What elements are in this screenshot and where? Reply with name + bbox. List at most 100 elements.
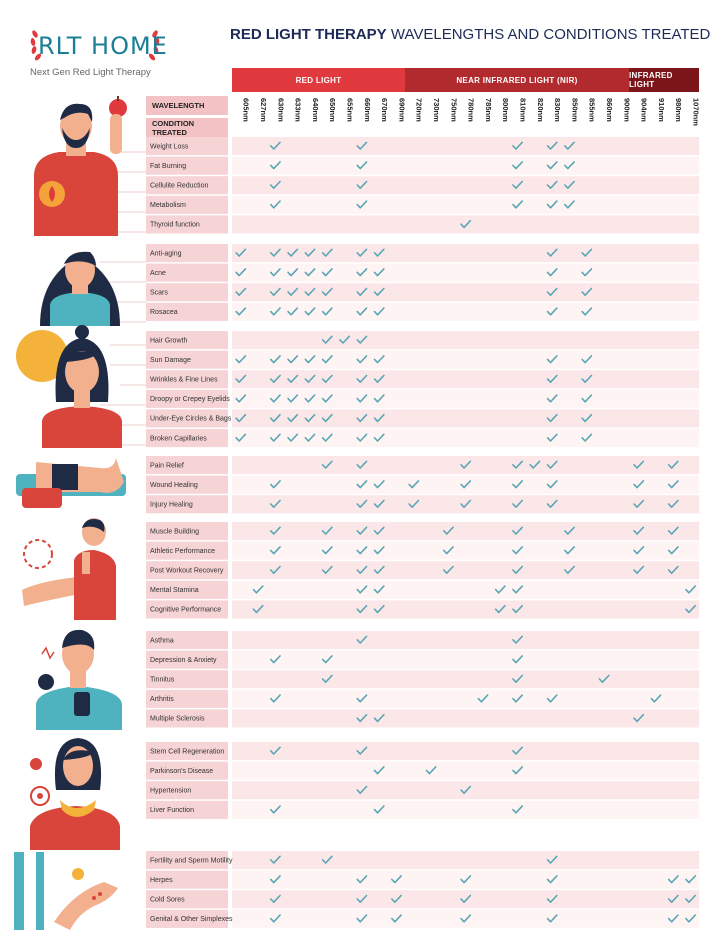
check-mark bbox=[373, 585, 385, 594]
wavelength-label: 640nm bbox=[311, 98, 320, 122]
check-mark bbox=[512, 180, 524, 189]
check-mark bbox=[373, 713, 385, 723]
check-mark bbox=[356, 480, 368, 489]
wavelength-label: 605nm bbox=[242, 98, 251, 122]
table-row bbox=[232, 541, 700, 560]
condition-label: Parkinson's Disease bbox=[150, 768, 213, 775]
table-row bbox=[232, 870, 700, 889]
brand-name: RLT HOME bbox=[38, 32, 168, 60]
check-mark bbox=[512, 766, 524, 775]
check-mark bbox=[512, 460, 524, 469]
wavelength-label: 630nm bbox=[276, 98, 285, 122]
condition-cell bbox=[146, 429, 228, 448]
check-mark bbox=[356, 499, 368, 508]
table-row bbox=[232, 761, 700, 780]
table-row bbox=[232, 389, 700, 408]
check-mark bbox=[269, 287, 281, 296]
check-mark bbox=[287, 287, 299, 296]
check-mark bbox=[269, 855, 281, 864]
check-mark bbox=[512, 499, 524, 508]
check-mark bbox=[321, 307, 333, 316]
check-mark bbox=[269, 161, 281, 170]
table-row bbox=[232, 409, 700, 428]
condition-cell bbox=[146, 541, 228, 560]
check-mark bbox=[512, 674, 524, 683]
check-mark bbox=[356, 413, 368, 423]
check-mark bbox=[287, 413, 299, 423]
table-row bbox=[232, 263, 700, 282]
condition-label: Hair Growth bbox=[150, 337, 187, 344]
check-mark bbox=[546, 161, 558, 170]
check-mark bbox=[304, 433, 316, 442]
check-mark bbox=[546, 480, 558, 489]
wavelength-label: 855nm bbox=[588, 98, 597, 122]
condition-label: Under-Eye Circles & Bags bbox=[150, 416, 232, 423]
condition-cell bbox=[146, 475, 228, 494]
condition-label: Rosacea bbox=[150, 309, 178, 316]
check-mark bbox=[269, 526, 281, 535]
table-row bbox=[232, 781, 700, 800]
wavelength-label: 720nm bbox=[415, 98, 424, 122]
check-mark bbox=[546, 248, 558, 257]
condition-label: Cognitive Performance bbox=[150, 607, 221, 614]
check-mark bbox=[546, 875, 558, 884]
wavelength-label: 810nm bbox=[518, 98, 527, 122]
check-mark bbox=[408, 499, 420, 508]
condition-cell bbox=[146, 409, 228, 428]
check-mark bbox=[235, 248, 247, 257]
condition-cell bbox=[146, 195, 228, 214]
condition-label: Broken Capillaries bbox=[150, 435, 207, 442]
check-mark bbox=[564, 546, 575, 555]
check-mark bbox=[356, 374, 368, 383]
check-mark bbox=[235, 413, 247, 423]
wavelength-label: 1070nm bbox=[691, 98, 700, 126]
leg-injury-illustration bbox=[16, 458, 126, 508]
check-mark bbox=[494, 585, 506, 594]
condition-cell bbox=[146, 600, 228, 619]
check-mark bbox=[287, 374, 299, 383]
check-mark bbox=[391, 894, 402, 903]
brand-logo[interactable]: RLT HOME Next Gen Red Light Therapy bbox=[28, 20, 178, 80]
check-mark bbox=[235, 268, 247, 277]
wavelength-label: 730nm bbox=[432, 98, 441, 122]
check-mark bbox=[356, 713, 368, 723]
condition-label: Stem Cell Regeneration bbox=[150, 748, 224, 755]
check-mark bbox=[546, 894, 558, 903]
check-mark bbox=[667, 914, 679, 923]
check-mark bbox=[287, 307, 299, 316]
condition-label: Anti-aging bbox=[150, 250, 182, 257]
check-mark bbox=[304, 413, 316, 423]
check-mark bbox=[512, 526, 524, 535]
check-mark bbox=[546, 413, 558, 423]
band-red-light: RED LIGHT bbox=[232, 68, 405, 92]
check-mark bbox=[546, 200, 558, 209]
check-mark bbox=[685, 875, 697, 884]
check-mark bbox=[667, 460, 679, 469]
check-mark bbox=[373, 480, 385, 489]
table-row bbox=[232, 176, 700, 195]
condition-cell bbox=[146, 709, 228, 728]
check-mark bbox=[546, 694, 558, 703]
check-mark bbox=[321, 433, 333, 442]
condition-label: Sun Damage bbox=[150, 357, 191, 364]
check-mark bbox=[321, 413, 333, 423]
check-mark bbox=[321, 855, 333, 864]
arm-herpes-illustration bbox=[14, 852, 118, 930]
check-mark bbox=[373, 499, 385, 508]
condition-cell bbox=[146, 561, 228, 580]
wavelength-label: 780nm bbox=[467, 98, 476, 122]
wavelength-label: 633nm bbox=[294, 98, 303, 122]
check-mark bbox=[667, 526, 679, 535]
condition-cell bbox=[146, 263, 228, 282]
check-mark bbox=[356, 526, 368, 535]
condition-label: Thyroid function bbox=[150, 222, 200, 229]
condition-label: Fat Burning bbox=[150, 163, 186, 170]
check-mark bbox=[512, 805, 524, 814]
condition-label: Asthma bbox=[150, 637, 174, 644]
condition-cell bbox=[146, 456, 228, 475]
check-mark bbox=[581, 394, 593, 403]
check-mark bbox=[546, 355, 558, 364]
check-mark bbox=[269, 374, 281, 383]
check-mark bbox=[269, 875, 281, 884]
check-mark bbox=[633, 546, 645, 555]
